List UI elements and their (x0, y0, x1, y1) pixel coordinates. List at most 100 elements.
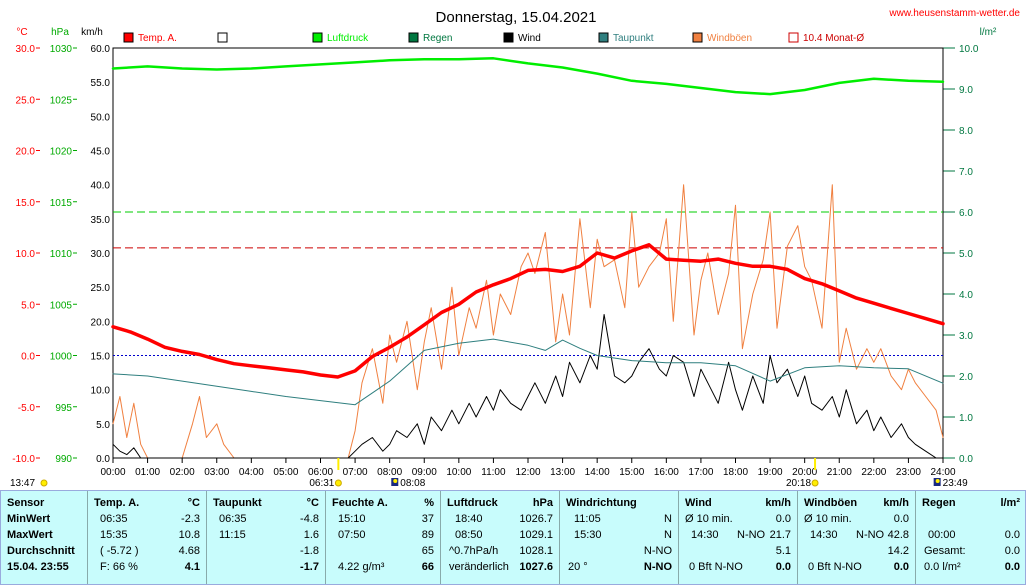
press-tick-label: 1015 (50, 198, 73, 209)
temp-max-time: 15:35 (100, 529, 128, 541)
legend-label: Luftdruck (327, 33, 369, 44)
wind-tick-label: 45.0 (91, 147, 111, 158)
rain-foot-val: 0.0 (1004, 561, 1020, 573)
hum-min-val: 37 (421, 513, 434, 525)
series-line (111, 243, 945, 379)
moonset-icon-glow (935, 479, 940, 483)
wind-tick-label: 10.0 (91, 386, 111, 397)
summary-temp-col: Temp. A. °C 06:35 -2.3 15:35 10.8 ( -5.7… (88, 491, 207, 584)
time-tick-label: 21:00 (827, 467, 852, 478)
temp-tick-label: 15.0 (16, 198, 36, 209)
row-min-label: MinWert (7, 513, 51, 525)
dew-max-val: 1.6 (303, 529, 319, 541)
gust-foot-label: 0 Bft N-NO (808, 561, 862, 573)
rain-axis-unit: l/m² (980, 27, 997, 38)
rain-tick-label: 5.0 (959, 249, 973, 260)
wind-max-time: 14:30 (691, 529, 719, 541)
press-tick-label: 1020 (50, 147, 73, 158)
sunset-time: 20:18 (786, 478, 811, 487)
rain-total-label: Gesamt: (924, 545, 966, 557)
rain-tick-label: 10.0 (959, 44, 979, 55)
press-tick-label: 1025 (50, 95, 73, 106)
press-foot-label: veränderlich (449, 561, 509, 573)
dew-unit: °C (306, 497, 319, 509)
gust-min-val: 0.0 (893, 513, 909, 525)
moonrise-icon-glow (393, 479, 398, 483)
gust-avg-val: 14.2 (887, 545, 909, 557)
hum-header: Feuchte A. (332, 497, 388, 509)
legend-swatch (217, 32, 228, 43)
wind-unit: km/h (765, 497, 791, 509)
rain-tick-label: 0.0 (959, 454, 973, 465)
hum-foot-label: 4.22 g/m³ (338, 561, 385, 573)
dir-min-val: N (664, 513, 672, 525)
time-tick-label: 11:00 (481, 467, 506, 478)
wind-tick-label: 0.0 (96, 454, 110, 465)
site-url: www.heusenstamm-wetter.de (888, 8, 1020, 19)
rain-unit: l/m² (1000, 497, 1020, 509)
temp-unit: °C (187, 497, 200, 509)
wind-foot-val: 0.0 (775, 561, 791, 573)
rain-tick-label: 7.0 (959, 167, 973, 178)
dew-max-time: 11:15 (219, 529, 246, 541)
press-trend: ^0.7hPa/h (449, 545, 499, 557)
hum-unit: % (424, 497, 434, 509)
legend-swatch (312, 32, 323, 43)
press-max-time: 08:50 (455, 529, 483, 541)
rain-total-val: 0.0 (1004, 545, 1020, 557)
legend: Temp. A. Luftdruck Regen Wind Taupunkt Windbö… (123, 32, 864, 44)
temp-header: Temp. A. (94, 497, 140, 509)
gust-foot-val: 0.0 (893, 561, 909, 573)
rain-foot-label: 0.0 l/m² (924, 561, 961, 573)
time-tick-label: 22:00 (861, 467, 886, 478)
gust-max-time: 14:30 (810, 529, 838, 541)
gust-unit: km/h (883, 497, 909, 509)
legend-swatch (123, 32, 134, 43)
prev-moon-time: 13:47 (10, 478, 35, 487)
time-tick-label: 05:00 (273, 467, 298, 478)
temp-axis-unit: °C (16, 27, 27, 38)
press-avg-val: 1028.1 (519, 545, 553, 557)
summary-hum-col: Feuchte A. % 15:10 37 07:50 89 65 4.22 g… (326, 491, 441, 584)
time-tick-label: 06:00 (308, 467, 333, 478)
hum-max-time: 07:50 (338, 529, 366, 541)
press-tick-label: 1030 (50, 44, 73, 55)
wind-max-dir: N-NO (737, 529, 766, 541)
rain-tick-label: 2.0 (959, 372, 973, 383)
legend-swatch (503, 32, 514, 43)
wind-tick-label: 55.0 (91, 78, 111, 89)
time-tick-label: 15:00 (619, 467, 644, 478)
legend-label: Windböen (707, 33, 752, 44)
rain-tick-label: 6.0 (959, 208, 973, 219)
temp-foot-val: 4.1 (184, 561, 200, 573)
rain-tick-label: 4.0 (959, 290, 973, 301)
wind-tick-label: 30.0 (91, 249, 111, 260)
press-tick-label: 1005 (50, 300, 73, 311)
temp-foot-label: F: 66 % (100, 561, 138, 573)
press-unit: hPa (532, 497, 553, 509)
dir-max-val: N (664, 529, 672, 541)
time-tick-label: 17:00 (688, 467, 713, 478)
press-tick-label: 1010 (50, 249, 73, 260)
legend-label: 10.4 Monat-Ø (803, 33, 864, 44)
sunrise-time: 06:31 (309, 478, 334, 487)
temp-min-time: 06:35 (100, 513, 128, 525)
time-tick-label: 08:00 (377, 467, 402, 478)
time-tick-label: 23:00 (896, 467, 921, 478)
summary-dir-col: Windrichtung 11:05 N 15:30 N N-NO 20 ° N… (560, 491, 679, 584)
temp-tick-label: -5.0 (18, 403, 36, 414)
summary-rain-col: Regen l/m² 00:00 0.0 Gesamt: 0.0 0.0 l/m… (916, 491, 1024, 584)
legend-label: Regen (423, 33, 452, 44)
time-tick-label: 04:00 (239, 467, 264, 478)
wind-axis-unit: km/h (81, 27, 103, 38)
dir-header: Windrichtung (566, 497, 637, 509)
summary-dew-col: Taupunkt °C 06:35 -4.8 11:15 1.6 -1.8 -1… (207, 491, 326, 584)
wind-tick-label: 60.0 (91, 44, 111, 55)
dir-max-time: 15:30 (574, 529, 602, 541)
dew-header: Taupunkt (213, 497, 262, 509)
time-tick-label: 16:00 (654, 467, 679, 478)
wind-avg-val: 5.1 (775, 545, 791, 557)
dew-avg-val: -1.8 (300, 545, 319, 557)
temp-max-val: 10.8 (178, 529, 200, 541)
rain-header: Regen (922, 497, 956, 509)
